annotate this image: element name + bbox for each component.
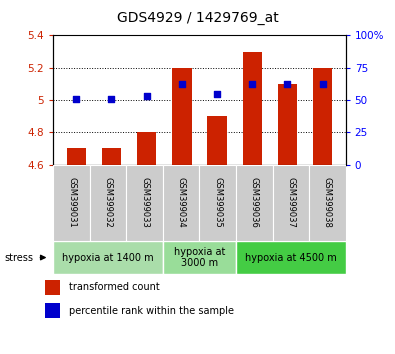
Bar bbox=[309, 165, 346, 241]
Bar bbox=[53, 165, 90, 241]
Text: GSM399038: GSM399038 bbox=[323, 177, 332, 228]
Bar bbox=[67, 148, 86, 165]
Point bbox=[249, 82, 256, 87]
Point bbox=[284, 82, 291, 87]
Bar bbox=[45, 280, 60, 295]
Text: hypoxia at 1400 m: hypoxia at 1400 m bbox=[62, 252, 154, 263]
Bar bbox=[236, 165, 273, 241]
Bar bbox=[102, 148, 121, 165]
Bar bbox=[273, 165, 309, 241]
Text: hypoxia at
3000 m: hypoxia at 3000 m bbox=[174, 247, 225, 268]
Point bbox=[214, 91, 220, 96]
Point bbox=[143, 93, 150, 99]
Text: GSM399032: GSM399032 bbox=[103, 177, 113, 228]
Text: transformed count: transformed count bbox=[69, 282, 160, 292]
Bar bbox=[163, 241, 236, 274]
Bar bbox=[313, 68, 332, 165]
Point bbox=[320, 82, 326, 87]
Text: hypoxia at 4500 m: hypoxia at 4500 m bbox=[245, 252, 337, 263]
Bar bbox=[45, 303, 60, 318]
Point bbox=[179, 82, 185, 87]
Text: percentile rank within the sample: percentile rank within the sample bbox=[69, 306, 234, 316]
Text: GSM399034: GSM399034 bbox=[177, 177, 186, 228]
Text: GSM399033: GSM399033 bbox=[140, 177, 149, 228]
Bar bbox=[163, 165, 199, 241]
Text: GSM399037: GSM399037 bbox=[286, 177, 295, 228]
Bar bbox=[199, 165, 236, 241]
Bar bbox=[90, 165, 126, 241]
Bar bbox=[137, 132, 156, 165]
Bar bbox=[53, 241, 163, 274]
Bar bbox=[243, 52, 262, 165]
Bar bbox=[207, 116, 227, 165]
Bar bbox=[278, 84, 297, 165]
Bar bbox=[172, 68, 192, 165]
Point bbox=[73, 96, 79, 102]
Text: GSM399036: GSM399036 bbox=[250, 177, 259, 228]
Bar bbox=[126, 165, 163, 241]
Text: stress: stress bbox=[4, 252, 33, 263]
Point bbox=[108, 96, 115, 102]
Bar bbox=[236, 241, 346, 274]
Text: GSM399035: GSM399035 bbox=[213, 177, 222, 228]
Text: GSM399031: GSM399031 bbox=[67, 177, 76, 228]
Text: GDS4929 / 1429769_at: GDS4929 / 1429769_at bbox=[117, 11, 278, 25]
